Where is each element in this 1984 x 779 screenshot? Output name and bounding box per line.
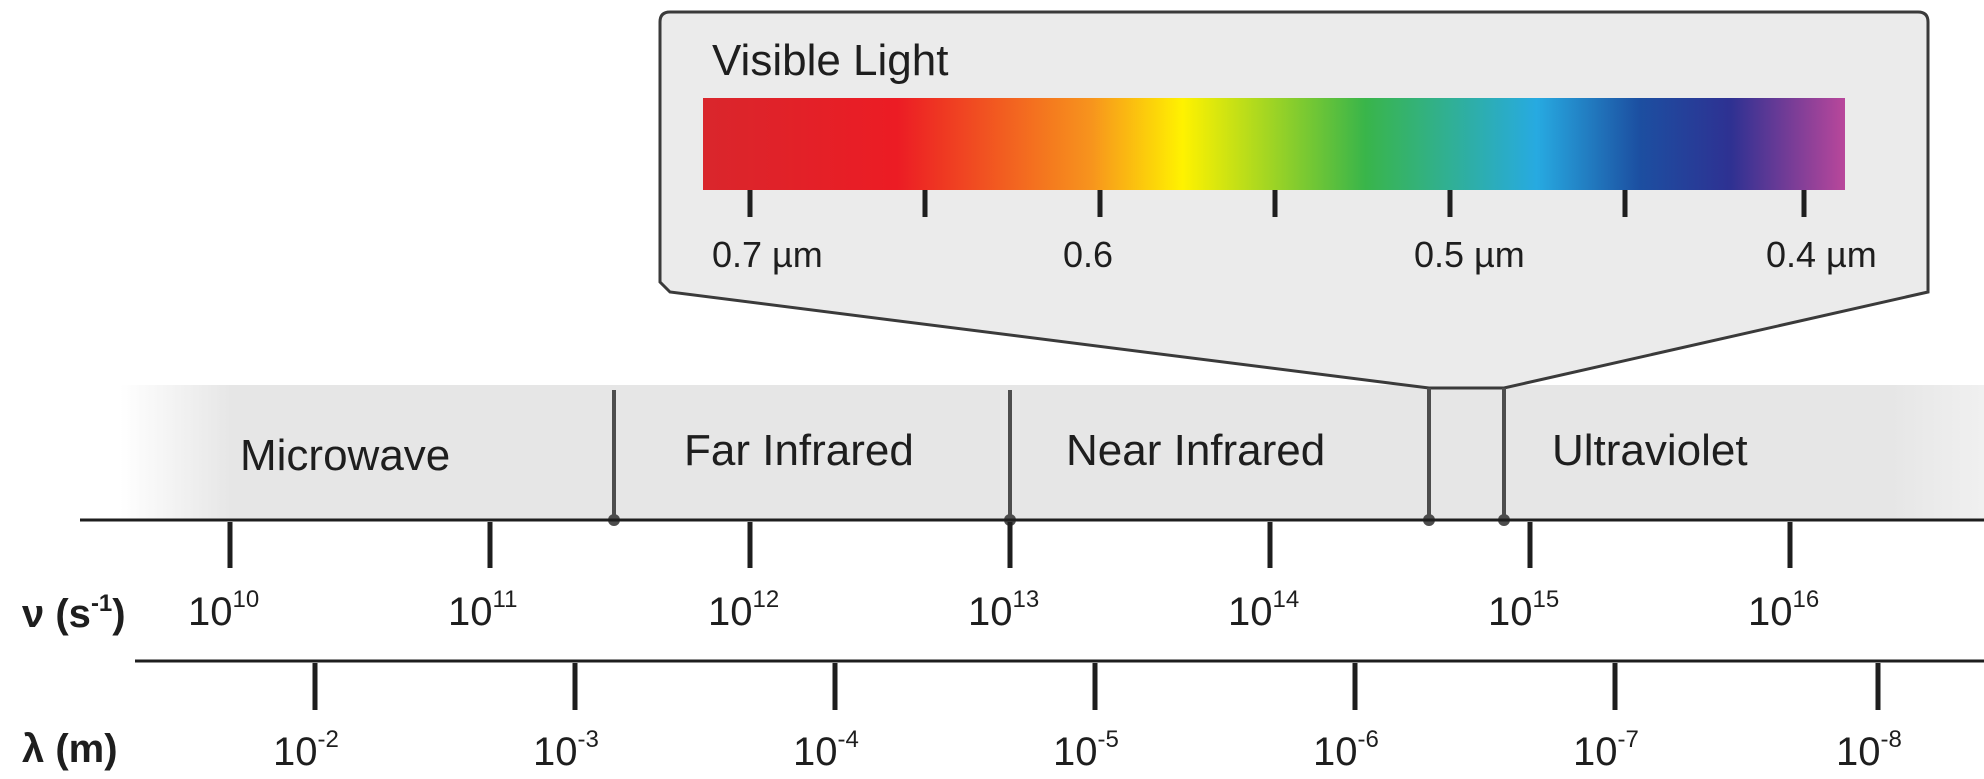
visible-spectrum-ticks: [747, 190, 1807, 217]
wavelength-tick-label-2: 10-4: [793, 726, 859, 774]
wavelength-tick-label-3: 10-5: [1053, 726, 1119, 774]
visible-wavelength-label-0: 0.7 µm: [712, 234, 823, 275]
wavelength-tick-label-5: 10-7: [1573, 726, 1639, 774]
visible-spectrum-bar: [703, 98, 1845, 190]
visible-wavelength-label-2: 0.5 µm: [1414, 234, 1525, 275]
wavelength-axis-title: λ (m): [22, 727, 118, 771]
frequency-tick-label-2: 1012: [708, 586, 779, 634]
frequency-ticks: [227, 522, 1793, 568]
wavelength-tick-label-1: 10-3: [533, 726, 599, 774]
wavelength-tick-label-6: 10-8: [1836, 726, 1902, 774]
wavelength-tick-label-4: 10-6: [1313, 726, 1379, 774]
wavelength-tick-label-0: 10-2: [273, 726, 339, 774]
frequency-tick-label-6: 1016: [1748, 586, 1819, 634]
region-label-far-infrared: Far Infrared: [684, 426, 914, 475]
visible-wavelength-label-1: 0.6: [1063, 234, 1113, 275]
wavelength-ticks: [312, 663, 1881, 710]
frequency-axis-title: ν (s-1): [22, 590, 126, 636]
frequency-tick-label-5: 1015: [1488, 586, 1559, 634]
visible-light-title: Visible Light: [712, 36, 948, 85]
frequency-tick-label-1: 1011: [448, 586, 517, 634]
frequency-tick-label-4: 1014: [1228, 586, 1299, 634]
visible-wavelength-label-3: 0.4 µm: [1766, 234, 1877, 275]
spectrum-band: [120, 385, 1984, 519]
region-label-ultraviolet: Ultraviolet: [1552, 426, 1748, 475]
frequency-tick-label-0: 1010: [188, 586, 259, 634]
region-label-microwave: Microwave: [240, 431, 450, 480]
frequency-tick-label-3: 1013: [968, 586, 1039, 634]
region-label-near-infrared: Near Infrared: [1066, 426, 1325, 475]
